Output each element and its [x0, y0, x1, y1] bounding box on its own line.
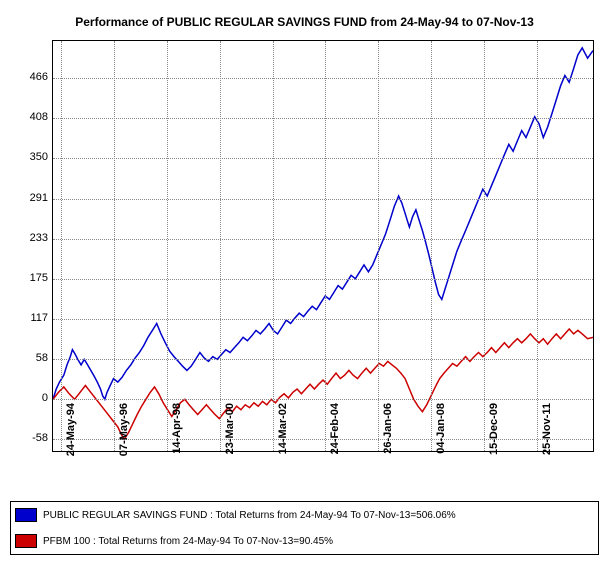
grid-line-h: [53, 118, 593, 119]
grid-line-h: [53, 319, 593, 320]
y-tick-label: 175: [30, 272, 48, 284]
grid-line-h: [53, 359, 593, 360]
grid-line-h: [53, 199, 593, 200]
x-tick-label: 07-May-96: [118, 403, 130, 456]
y-tick-label: 408: [30, 111, 48, 123]
grid-line-v: [378, 41, 379, 451]
grid-line-h: [53, 78, 593, 79]
grid-line-h: [53, 439, 593, 440]
x-tick-label: 25-Nov-11: [541, 403, 553, 455]
x-tick-label: 23-Mar-00: [224, 403, 236, 454]
chart-container: Performance of PUBLIC REGULAR SAVINGS FU…: [10, 10, 599, 555]
plot-area: 24-May-9407-May-9614-Apr-9823-Mar-0014-M…: [52, 40, 594, 452]
legend-label-fund: PUBLIC REGULAR SAVINGS FUND : Total Retu…: [43, 510, 456, 521]
series-line-0: [53, 48, 593, 399]
grid-line-v: [220, 41, 221, 451]
x-tick-label: 24-Feb-04: [329, 403, 341, 454]
series-line-1: [53, 329, 593, 439]
grid-line-v: [484, 41, 485, 451]
legend-row: PUBLIC REGULAR SAVINGS FUND : Total Retu…: [11, 502, 598, 528]
chart-svg: [53, 41, 593, 451]
grid-line-v: [167, 41, 168, 451]
grid-line-v: [61, 41, 62, 451]
grid-line-v: [114, 41, 115, 451]
x-tick-label: 14-Mar-02: [277, 403, 289, 454]
y-tick-label: 58: [36, 352, 48, 364]
legend-row: PFBM 100 : Total Returns from 24-May-94 …: [11, 528, 598, 554]
grid-line-h: [53, 279, 593, 280]
y-tick-label: 0: [42, 392, 48, 404]
x-tick-label: 15-Dec-09: [488, 403, 500, 455]
y-tick-label: 117: [30, 312, 48, 324]
grid-line-v: [537, 41, 538, 451]
x-tick-label: 26-Jan-06: [382, 403, 394, 454]
y-tick-label: 291: [30, 192, 48, 204]
grid-line-h: [53, 158, 593, 159]
y-tick-label: 233: [30, 232, 48, 244]
y-tick-label: 350: [30, 151, 48, 163]
y-tick-label: 466: [30, 71, 48, 83]
x-tick-label: 04-Jan-08: [435, 403, 447, 454]
y-tick-label: -58: [32, 432, 48, 444]
grid-line-v: [431, 41, 432, 451]
grid-line-v: [273, 41, 274, 451]
chart-title: Performance of PUBLIC REGULAR SAVINGS FU…: [10, 10, 599, 34]
legend-swatch-benchmark: [15, 534, 37, 548]
x-tick-label: 24-May-94: [65, 403, 77, 456]
legend-box: PUBLIC REGULAR SAVINGS FUND : Total Retu…: [10, 501, 599, 555]
grid-line-v: [325, 41, 326, 451]
legend-label-benchmark: PFBM 100 : Total Returns from 24-May-94 …: [43, 536, 333, 547]
grid-line-h: [53, 399, 593, 400]
y-axis: -58 0 58 117 175 233 291 350 408 466: [10, 40, 50, 450]
x-tick-label: 14-Apr-98: [171, 403, 183, 454]
legend-swatch-fund: [15, 508, 37, 522]
grid-line-h: [53, 239, 593, 240]
